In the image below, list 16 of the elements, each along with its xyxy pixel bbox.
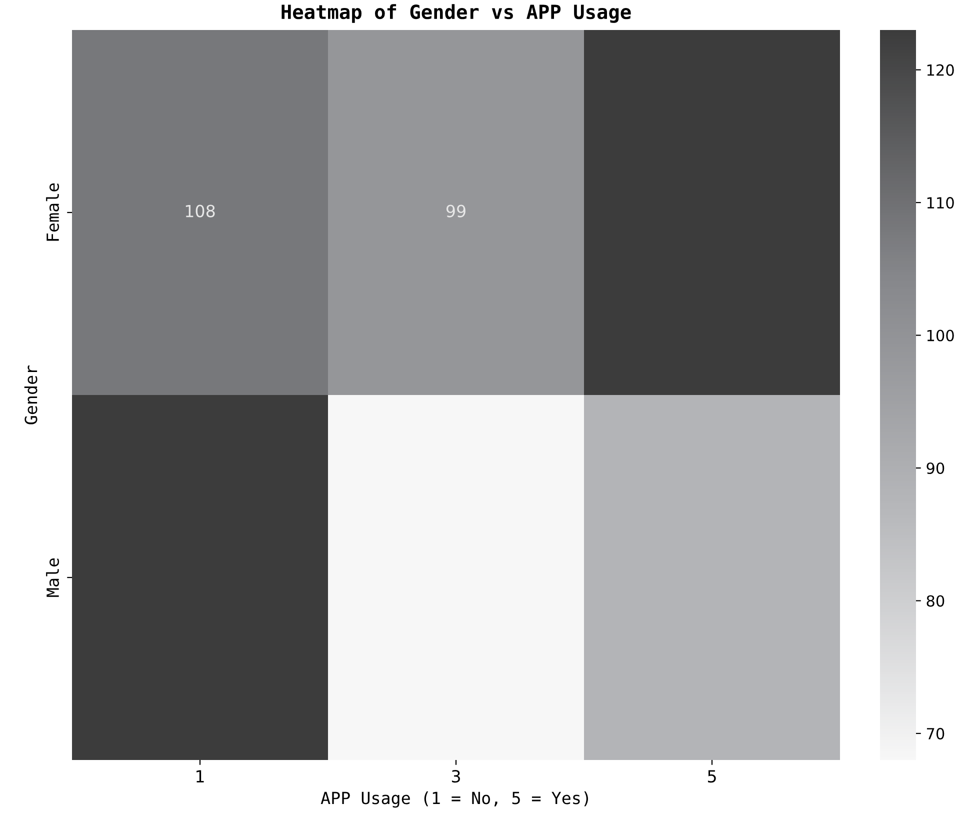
color-bar-label: 120 — [927, 64, 954, 76]
y-axis-title: Gender — [24, 366, 38, 424]
y-tick-label: Male — [46, 558, 60, 597]
color-bar-label: 80 — [926, 595, 944, 607]
color-bar-label: 90 — [926, 462, 944, 474]
x-tick-label: 1 — [196, 770, 204, 782]
x-tick-label: 5 — [708, 770, 716, 783]
y-tick-label: Female — [46, 183, 60, 241]
x-tick-label: 3 — [452, 770, 460, 783]
color-bar-label: 110 — [927, 197, 954, 209]
chart-title: Heatmap of Gender vs APP Usage — [282, 4, 631, 23]
color-bar-label: 100 — [927, 330, 954, 342]
color-bar-label: 70 — [926, 728, 944, 740]
data-label: 99 — [446, 204, 466, 218]
x-axis-title: APP Usage (1 = No, 5 = Yes) — [320, 791, 588, 808]
data-label: 108 — [186, 204, 215, 218]
